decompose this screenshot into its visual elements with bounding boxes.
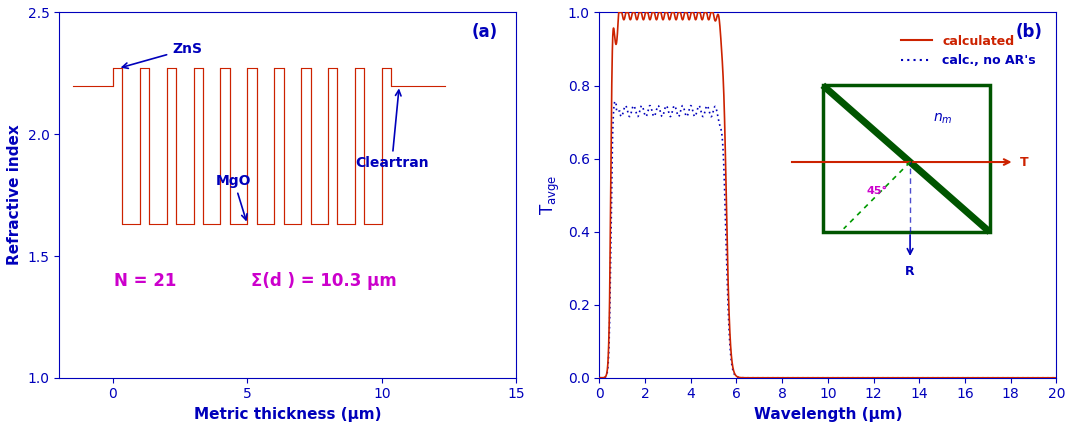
Text: ZnS: ZnS	[122, 42, 203, 68]
X-axis label: Wavelength (μm): Wavelength (μm)	[754, 407, 902, 422]
Y-axis label: Refractive index: Refractive index	[6, 125, 21, 266]
Text: N = 21: N = 21	[114, 272, 177, 290]
Text: MgO: MgO	[217, 174, 252, 220]
Y-axis label: $\mathrm{T_{avge}}$: $\mathrm{T_{avge}}$	[539, 175, 562, 215]
X-axis label: Metric thickness (μm): Metric thickness (μm)	[194, 407, 382, 422]
Legend: calculated, calc., no AR's: calculated, calc., no AR's	[896, 30, 1041, 72]
Text: (b): (b)	[1016, 24, 1043, 42]
Text: Σ(d ) = 10.3 μm: Σ(d ) = 10.3 μm	[251, 272, 397, 290]
Text: Cleartran: Cleartran	[355, 90, 429, 170]
Text: (a): (a)	[472, 24, 497, 42]
